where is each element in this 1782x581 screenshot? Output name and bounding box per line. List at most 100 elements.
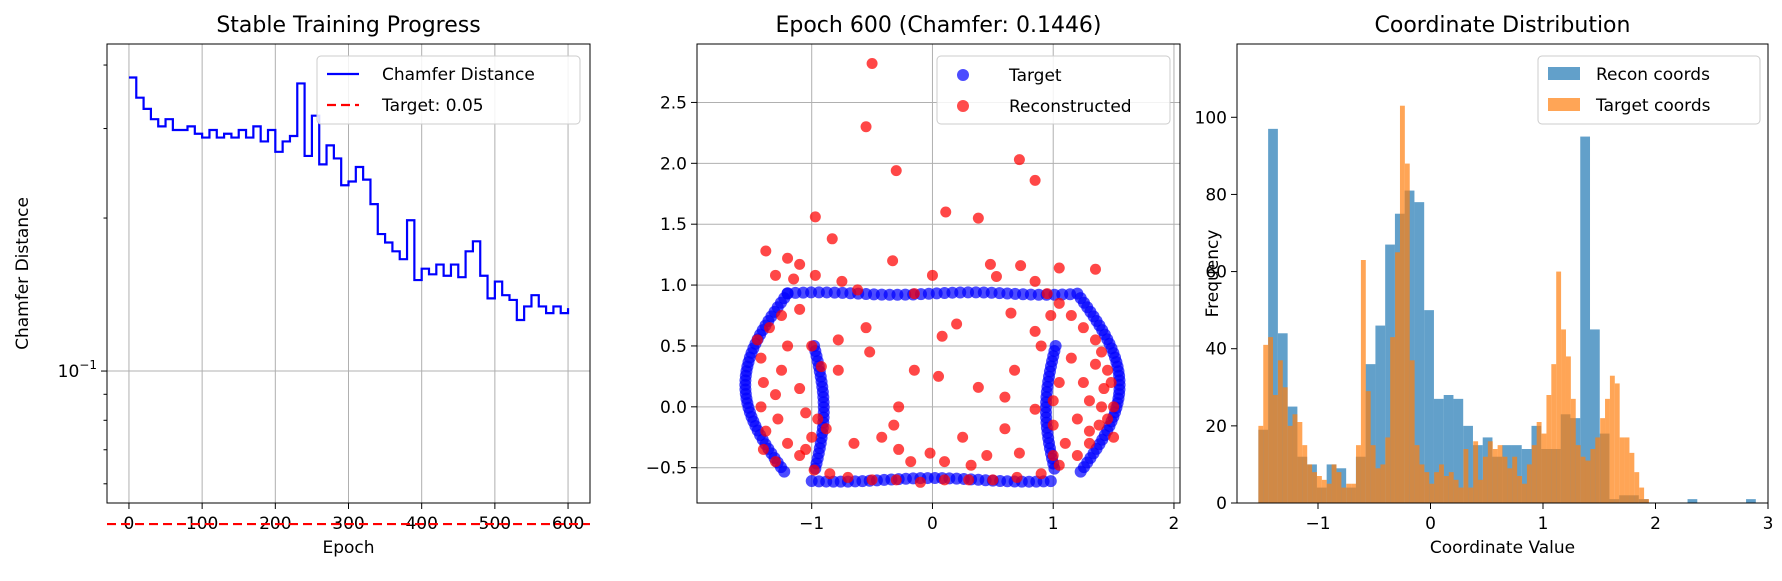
bar-target: [1468, 487, 1474, 503]
point-reconstructed: [1089, 334, 1101, 346]
point-reconstructed: [1089, 263, 1101, 275]
chart-title: Epoch 600 (Chamfer: 0.1446): [775, 13, 1101, 38]
bar-target: [1321, 479, 1327, 503]
point-reconstructed: [951, 318, 963, 330]
bar-target: [1380, 464, 1386, 503]
plot-frame: [106, 43, 591, 504]
legend-label: Target: [1008, 66, 1062, 86]
point-reconstructed: [782, 340, 794, 352]
bar-target: [1526, 464, 1532, 503]
point-reconstructed: [981, 450, 993, 462]
x-tick-label: 3: [1763, 514, 1774, 534]
chart-title: Stable Training Progress: [216, 13, 480, 38]
point-reconstructed: [769, 389, 781, 401]
x-tick-label: −1: [799, 514, 824, 534]
point-reconstructed: [782, 252, 794, 264]
point-reconstructed: [1102, 413, 1114, 425]
legend-label: Target: 0.05: [381, 96, 484, 116]
point-reconstructed: [939, 456, 951, 468]
bar-target: [1282, 387, 1288, 503]
y-tick-label: 20: [1205, 417, 1227, 437]
point-reconstructed: [1047, 395, 1059, 407]
point-reconstructed: [800, 443, 812, 455]
bar-target: [1292, 414, 1298, 503]
bar-target: [1448, 472, 1454, 503]
bar-target: [1443, 476, 1449, 503]
point-reconstructed: [1015, 260, 1027, 272]
y-tick-label: 1.0: [660, 276, 687, 296]
bar-recon: [1521, 449, 1532, 503]
x-tick-label: 1: [1048, 514, 1059, 534]
bar-target: [1590, 449, 1596, 503]
bar-target: [1644, 499, 1649, 503]
x-tick-label: 1: [1538, 514, 1549, 534]
bar-target: [1629, 452, 1635, 503]
point-reconstructed: [848, 437, 860, 449]
bar-target: [1517, 476, 1523, 503]
point-reconstructed: [820, 423, 832, 435]
point-reconstructed: [924, 447, 936, 459]
bar-target: [1487, 441, 1493, 503]
point-reconstructed: [1053, 297, 1065, 309]
bar-target: [1273, 395, 1278, 503]
bar-target: [1277, 360, 1283, 503]
point-reconstructed: [772, 413, 784, 425]
legend-box: [316, 55, 581, 125]
bar-target: [1268, 337, 1274, 503]
point-reconstructed: [1096, 401, 1108, 413]
y-tick-label: 0.5: [660, 337, 687, 357]
point-reconstructed: [926, 269, 938, 281]
bar-target: [1512, 456, 1518, 503]
bar-target: [1360, 260, 1366, 503]
bar-recon: [1590, 329, 1600, 503]
bar-target: [1287, 425, 1293, 503]
point-reconstructed: [824, 468, 836, 480]
bar-target: [1385, 437, 1391, 503]
bar-target: [1619, 437, 1625, 503]
point-reconstructed: [1071, 413, 1083, 425]
bar-target: [1507, 468, 1513, 503]
y-tick-label: 2.0: [660, 154, 687, 174]
legend-swatch: [1548, 98, 1580, 111]
point-reconstructed: [826, 233, 838, 245]
bar-target: [1312, 472, 1317, 503]
point-reconstructed: [782, 437, 794, 449]
point-reconstructed: [1077, 376, 1089, 388]
y-tick-label: 40: [1205, 340, 1227, 360]
y-tick-label: 2.5: [660, 93, 687, 113]
point-reconstructed: [1102, 364, 1114, 376]
point-reconstructed: [794, 383, 806, 395]
point-reconstructed: [1035, 340, 1047, 352]
plot-frame: [1236, 43, 1769, 504]
legend-swatch: [1548, 67, 1580, 80]
bar-target: [1605, 398, 1610, 503]
panel-histogram: −1 0 1 2 3 0 20 40 60 80 100 Coordinate Distributio…: [1195, 13, 1774, 558]
x-tick-label: 0: [927, 514, 938, 534]
point-reconstructed: [1108, 401, 1120, 413]
point-reconstructed: [965, 459, 977, 471]
point-reconstructed: [1108, 431, 1120, 443]
legend-marker: [957, 69, 969, 81]
bar-target: [1639, 487, 1645, 503]
point-reconstructed: [957, 431, 969, 443]
y-tick-label: 60: [1205, 263, 1227, 283]
point-target: [778, 465, 791, 478]
point-reconstructed: [1013, 154, 1025, 166]
bar-target: [1341, 487, 1347, 503]
x-tick-label: 600: [552, 514, 584, 534]
bar-target: [1434, 472, 1440, 503]
point-reconstructed: [940, 206, 952, 218]
point-reconstructed: [893, 401, 905, 413]
bar-recon: [1443, 395, 1454, 503]
point-reconstructed: [1047, 450, 1059, 462]
point-reconstructed: [890, 165, 902, 177]
point-reconstructed: [1009, 364, 1021, 376]
x-tick-label: 100: [186, 514, 218, 534]
x-tick-label: 500: [479, 514, 511, 534]
bar-target: [1375, 468, 1381, 503]
x-tick-label: 2: [1650, 514, 1661, 534]
point-reconstructed: [972, 381, 984, 393]
point-reconstructed: [755, 352, 767, 364]
bar-target: [1600, 418, 1606, 503]
legend-box: [1537, 55, 1761, 125]
